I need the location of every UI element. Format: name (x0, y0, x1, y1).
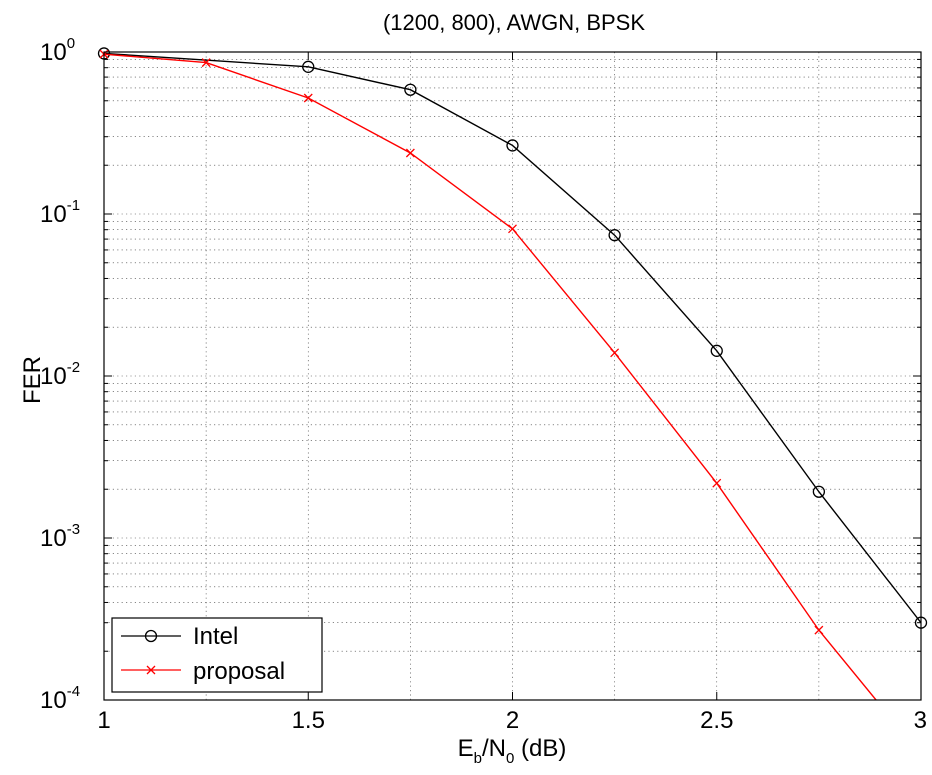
x-tick-label: 3 (914, 707, 927, 734)
point-intel (812, 485, 826, 498)
chart-title: (1200, 800), AWGN, BPSK (383, 10, 645, 35)
axis-ticks (103, 52, 922, 700)
grid (104, 52, 921, 700)
x-tick-label: 2 (506, 707, 519, 734)
x-tick-label: 2.5 (700, 707, 733, 734)
point-intel (710, 344, 723, 357)
x-axis-label: Eb/N0 (dB) (458, 735, 567, 767)
point-proposal (508, 224, 517, 234)
y-tick-label: 100 (40, 35, 75, 66)
point-proposal (201, 58, 211, 68)
point-proposal (303, 93, 313, 103)
legend-marker-intel (144, 629, 158, 643)
point-proposal (610, 348, 620, 358)
point-intel (404, 83, 417, 96)
y-tick-label: 10-1 (40, 197, 80, 228)
y-tick-label: 10-3 (40, 521, 80, 552)
point-intel (506, 139, 519, 152)
legend: Intel proposal (111, 617, 323, 693)
x-tick-label: 1.5 (292, 707, 325, 734)
legend-label-intel: Intel (193, 623, 238, 650)
point-intel (302, 60, 315, 73)
series-line-proposal (104, 53, 877, 700)
point-proposal (405, 148, 415, 158)
legend-marker-proposal (146, 665, 156, 675)
point-intel (608, 229, 621, 242)
y-tick-label: 10-4 (40, 683, 80, 714)
legend-box (111, 617, 323, 693)
series-line-intel (104, 52, 921, 624)
tick-labels: 1 1.5 2 2.5 3 100 10-1 10-2 10-3 10-4 (40, 35, 927, 734)
x-tick-label: 1 (97, 707, 110, 734)
legend-label-proposal: proposal (193, 658, 285, 685)
y-axis-label: FER (19, 356, 46, 404)
point-proposal (712, 478, 722, 488)
series-layer (97, 47, 928, 700)
point-proposal (814, 625, 824, 635)
y-tick-label: 10-2 (40, 359, 80, 390)
plot-frame (103, 51, 922, 701)
